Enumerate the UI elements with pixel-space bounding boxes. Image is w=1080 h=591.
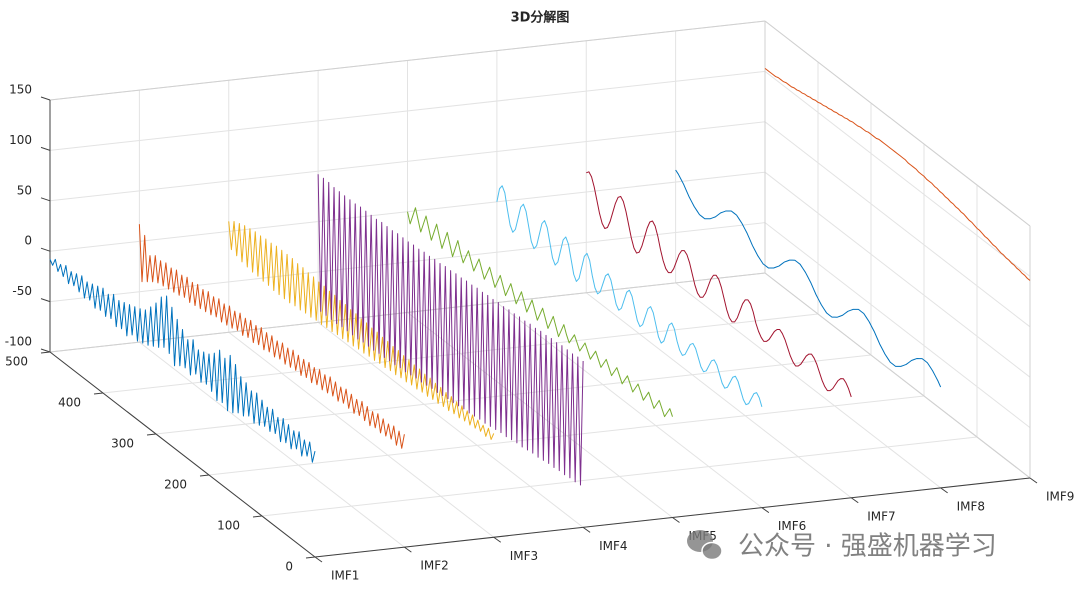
grid-line	[764, 222, 1031, 428]
grid-line	[764, 71, 1031, 277]
z-tick-label: 100	[9, 133, 32, 147]
y-tick-label: 0	[285, 560, 293, 574]
grid-line	[675, 282, 941, 489]
box-edge	[764, 20, 1031, 227]
y-tick-label: 400	[58, 396, 81, 410]
series-line	[317, 174, 584, 486]
y-tick-label: 200	[164, 478, 187, 492]
chart-title: 3D分解图	[511, 10, 570, 26]
y-tick	[199, 474, 210, 477]
x-tick	[582, 526, 591, 533]
x-tick-label: IMF3	[510, 549, 538, 563]
x-tick	[672, 517, 680, 523]
x-tick-label: IMF9	[1046, 490, 1074, 504]
x-tick-label: IMF8	[957, 499, 985, 513]
x-tick	[940, 487, 948, 494]
series-line	[764, 67, 1031, 281]
box-edge	[49, 20, 766, 101]
y-tick	[252, 515, 263, 518]
x-tick-label: IMF4	[599, 539, 627, 553]
x-tick-label: IMF2	[420, 559, 448, 573]
grid-line	[228, 331, 495, 538]
series-line	[228, 220, 495, 440]
z-tick-label: -50	[12, 284, 32, 298]
z-tick-label: 150	[9, 83, 32, 97]
grid-line	[139, 341, 405, 548]
x-tick	[404, 546, 412, 553]
y-axis	[49, 351, 316, 558]
watermark-group: 公众号 · 强盛机器学习	[687, 530, 997, 562]
z-tick	[40, 298, 51, 303]
y-tick	[305, 556, 316, 559]
grid-line	[155, 354, 872, 435]
x-tick	[1029, 477, 1038, 484]
series-line	[675, 169, 942, 388]
grid-line	[764, 121, 1031, 328]
grid-line	[585, 292, 852, 499]
series-line	[138, 224, 405, 449]
y-tick	[40, 351, 51, 354]
series-line	[49, 258, 316, 463]
series-line	[407, 207, 673, 418]
x-tick-label: IMF7	[867, 509, 895, 523]
x-tick	[761, 507, 770, 514]
grid-line	[208, 395, 925, 476]
grid-line	[261, 436, 978, 517]
y-tick-label: 100	[217, 519, 240, 533]
grid-line	[764, 171, 1031, 378]
z-tick-label: 0	[24, 234, 32, 248]
grid-line	[49, 121, 766, 202]
series-line	[496, 185, 763, 407]
axes: -100 -50 0 50 100 150 0 100 200 300 400 500 IMF1 IMF2…	[5, 20, 1074, 583]
z-tick-label: 50	[17, 183, 32, 197]
grid-line	[49, 70, 766, 151]
z-tick	[40, 96, 51, 101]
z-tick-label: -100	[5, 335, 32, 349]
x-tick	[493, 536, 502, 543]
z-tick	[40, 197, 51, 202]
y-tick-label: 500	[5, 355, 28, 369]
grid-line	[317, 321, 584, 528]
series-line	[586, 171, 852, 398]
z-tick	[40, 146, 51, 151]
watermark-icon	[701, 541, 723, 561]
x-tick-label: IMF1	[331, 569, 359, 583]
z-tick	[40, 247, 51, 252]
grid-line	[102, 313, 819, 394]
y-tick	[93, 392, 104, 395]
x-tick	[314, 556, 323, 563]
x-tick-label: IMF6	[778, 519, 806, 533]
lines	[49, 67, 1031, 486]
box-edge	[49, 272, 766, 353]
x-tick	[850, 497, 859, 504]
box-edge	[764, 272, 1031, 479]
y-tick-label: 300	[111, 437, 134, 451]
y-tick	[146, 433, 157, 436]
watermark: 公众号 · 强盛机器学习	[738, 532, 997, 562]
z-tick	[40, 348, 51, 353]
